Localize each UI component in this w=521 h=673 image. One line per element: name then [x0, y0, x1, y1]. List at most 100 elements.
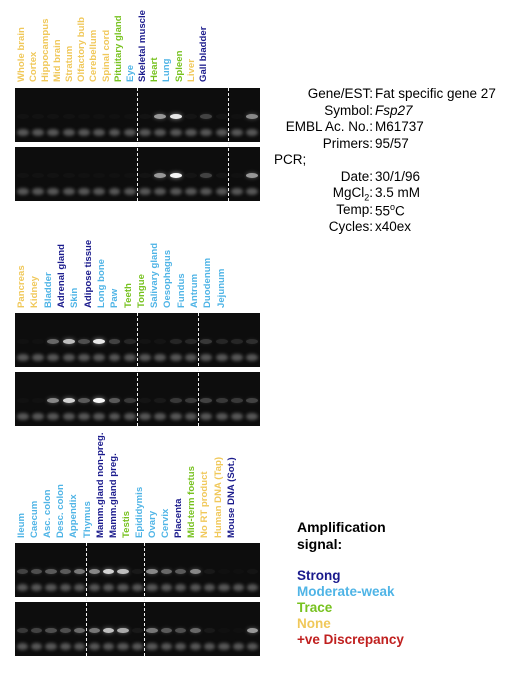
product-band — [93, 113, 106, 119]
lane-label: Cerebellum — [88, 29, 100, 82]
product-band — [47, 397, 60, 403]
product-band — [117, 568, 129, 574]
product-band — [154, 113, 167, 119]
product-band — [139, 397, 152, 403]
product-band — [31, 338, 44, 344]
product-band — [146, 627, 158, 633]
product-band — [169, 172, 182, 178]
lane-label: Antrum — [189, 273, 201, 308]
lane-label: Placenta — [173, 498, 185, 538]
product-band — [246, 113, 259, 119]
product-band — [108, 113, 121, 119]
primer-dimer-band — [45, 643, 57, 650]
product-band — [88, 627, 100, 633]
lane-label: Pancreas — [16, 265, 28, 308]
product-band — [169, 397, 182, 403]
lane-label: Teeth — [122, 283, 134, 308]
primer-dimer-band — [16, 413, 29, 420]
product-band — [77, 338, 90, 344]
primer-dimer-band — [123, 354, 136, 361]
pcr-key-cycles: Cycles: — [328, 219, 373, 234]
product-band — [232, 627, 244, 633]
primer-dimer-band — [30, 584, 43, 591]
product-band — [93, 172, 106, 178]
product-band — [139, 172, 152, 178]
primer-dimer-band — [218, 643, 230, 650]
primer-dimer-band — [93, 188, 106, 195]
primer-dimer-band — [154, 413, 167, 420]
primer-dimer-band — [247, 584, 259, 591]
lane-label: Long bone — [95, 258, 107, 308]
lane-label: Appendix — [68, 494, 80, 538]
product-band — [185, 338, 198, 344]
product-band — [59, 627, 72, 633]
product-band — [47, 338, 60, 344]
primer-dimer-band — [139, 129, 152, 136]
primer-dimer-band — [232, 643, 244, 650]
lane-group-divider — [228, 88, 230, 201]
product-band — [16, 338, 29, 344]
product-band — [246, 172, 259, 178]
pcr-value-temp-sup: o — [390, 202, 396, 212]
product-band — [131, 568, 144, 574]
lane-label: Paw — [109, 288, 121, 308]
product-band — [154, 172, 167, 178]
lane-group-divider — [197, 313, 199, 426]
lane-label: Heart — [149, 57, 161, 82]
lane-label: Lung — [161, 58, 173, 82]
primer-dimer-band — [59, 584, 72, 591]
legend-title-line2: signal: — [297, 536, 343, 552]
info-value-gene: Fat specific gene 27 — [375, 86, 496, 101]
product-band — [154, 338, 167, 344]
product-band — [103, 627, 115, 633]
primer-dimer-band — [169, 129, 182, 136]
primer-dimer-band — [246, 354, 259, 361]
legend-title-line1: Amplification — [297, 519, 386, 535]
product-band — [231, 338, 243, 344]
lane-label: No RT product — [199, 471, 211, 538]
product-band — [108, 172, 121, 178]
lane-label: Caecum — [29, 500, 41, 538]
primer-dimer-band — [169, 354, 182, 361]
product-band — [200, 338, 213, 344]
product-band — [231, 113, 243, 119]
lane-label: Ovary — [147, 510, 159, 538]
product-band — [47, 172, 60, 178]
info-key-gene: Gene/EST: — [307, 86, 373, 101]
product-band — [16, 397, 29, 403]
lane-label: Eye — [124, 64, 136, 82]
lane-label: Fundus — [175, 273, 187, 308]
primer-dimer-band — [103, 584, 115, 591]
gel-image — [15, 88, 260, 142]
product-band — [62, 113, 75, 119]
primer-dimer-band — [200, 129, 213, 136]
lane-label: Epididymis — [133, 486, 145, 538]
product-band — [45, 568, 57, 574]
legend-item-trace: Trace — [297, 600, 333, 615]
primer-dimer-band — [169, 413, 182, 420]
product-band — [246, 338, 259, 344]
lane-label: Tongue — [135, 274, 147, 308]
lane-label: Cortex — [27, 51, 39, 82]
primer-dimer-band — [123, 188, 136, 195]
product-band — [62, 172, 75, 178]
product-band — [203, 568, 216, 574]
product-band — [123, 113, 136, 119]
primer-dimer-band — [16, 643, 28, 650]
product-band — [77, 397, 90, 403]
lane-label: Skeletal muscle — [137, 10, 149, 82]
product-band — [47, 113, 60, 119]
primer-dimer-band — [218, 584, 230, 591]
product-band — [59, 568, 72, 574]
primer-dimer-band — [77, 354, 90, 361]
lane-label: Human DNA (Tap) — [212, 456, 224, 538]
product-band — [88, 568, 100, 574]
lane-label: Mamm.gland preg. — [107, 453, 119, 538]
product-band — [146, 568, 158, 574]
lane-label: Mid-term foetus — [186, 466, 198, 538]
primer-dimer-band — [232, 584, 244, 591]
product-band — [203, 627, 216, 633]
product-band — [30, 568, 43, 574]
legend-item-discrepancy: +ve Discrepancy — [297, 632, 404, 647]
